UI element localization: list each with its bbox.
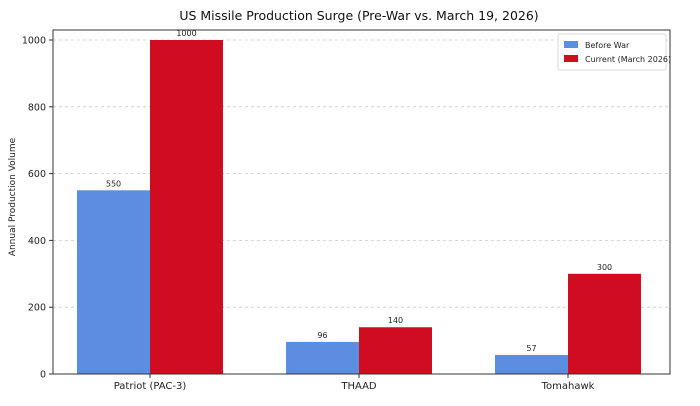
- bar-value-label: 1000: [176, 29, 196, 38]
- bar-value-label: 57: [526, 344, 536, 353]
- plot-frame: [52, 29, 671, 375]
- bar-value-label: 140: [388, 316, 403, 325]
- y-tick-label: 200: [28, 303, 46, 314]
- legend-box: [557, 33, 667, 71]
- y-tick-label: 400: [28, 236, 46, 247]
- bar: [495, 354, 568, 374]
- y-tick-label: 0: [40, 370, 46, 381]
- axes: [52, 29, 671, 375]
- bar-value-label: 300: [597, 263, 612, 272]
- x-tick-label: Tomahawk: [541, 381, 595, 392]
- x-tick-label: THAAD: [340, 381, 377, 392]
- legend-label: Before War: [585, 41, 630, 50]
- y-tick-label: 600: [28, 169, 46, 180]
- bar: [150, 40, 223, 374]
- y-tick-label: 800: [28, 102, 46, 113]
- bars-group: [77, 40, 641, 374]
- x-tick-label: Patriot (PAC-3): [114, 381, 187, 392]
- y-tick-label: 1000: [22, 36, 46, 47]
- legend: Before War Current (March 2026): [557, 33, 671, 71]
- y-ticks: 0 200 400 600 800 1000: [22, 36, 53, 381]
- bar: [286, 341, 359, 374]
- legend-label: Current (March 2026): [585, 55, 671, 64]
- bar: [568, 273, 641, 374]
- legend-swatch: [564, 41, 578, 48]
- x-ticks: Patriot (PAC-3) THAAD Tomahawk: [114, 374, 595, 392]
- bar-value-label: 550: [106, 179, 121, 188]
- chart-title: US Missile Production Surge (Pre-War vs.…: [179, 8, 538, 23]
- bar: [77, 190, 150, 374]
- y-axis-label: Annual Production Volume: [8, 137, 18, 256]
- data-labels: 550 1000 96 140 57 300: [106, 29, 612, 353]
- bar-value-label: 96: [317, 331, 327, 340]
- legend-swatch: [564, 55, 578, 62]
- bar: [359, 327, 432, 374]
